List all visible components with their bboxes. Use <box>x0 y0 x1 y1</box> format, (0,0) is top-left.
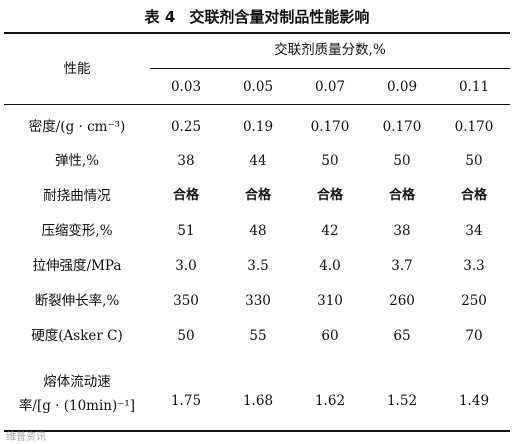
table-cell: 3.7 <box>391 258 413 274</box>
group-header: 交联剂质量分数,% <box>274 42 386 58</box>
row-label: 密度/(g · cm⁻³) <box>28 119 126 135</box>
column-header: 0.07 <box>314 79 346 95</box>
watermark: 维普资讯 <box>6 432 46 443</box>
top-rule <box>4 32 510 34</box>
table-cell: 38 <box>177 153 195 169</box>
table-cell: 51 <box>177 223 195 239</box>
table-cell: 3.5 <box>247 258 269 274</box>
table-cell: 3.0 <box>175 258 197 274</box>
table-cell: 合格 <box>388 188 415 203</box>
table-cell: 合格 <box>244 188 271 203</box>
column-header: 0.05 <box>242 79 274 95</box>
group-header-rule <box>150 68 510 69</box>
table-cell: 1.52 <box>386 393 418 409</box>
table-cell: 0.170 <box>310 119 350 135</box>
table-cell: 260 <box>389 293 415 309</box>
table-number: 表 4 <box>144 8 176 26</box>
table-cell: 合格 <box>460 188 487 203</box>
row-label-line2: 率/[g · (10min)⁻¹] <box>18 398 136 414</box>
table-cell: 50 <box>465 153 483 169</box>
table-title: 表 4 交联剂含量对制品性能影响 <box>0 6 514 27</box>
table-cell: 3.3 <box>463 258 485 274</box>
table-cell: 350 <box>173 293 199 309</box>
row-label: 弹性,% <box>54 153 100 169</box>
table-cell: 0.170 <box>454 119 494 135</box>
row-label: 断裂伸长率,% <box>34 293 120 309</box>
column-header: 0.09 <box>386 79 418 95</box>
table-cell: 0.170 <box>382 119 422 135</box>
row-label: 耐挠曲情况 <box>43 188 111 204</box>
table-cell: 50 <box>321 153 339 169</box>
table-cell: 55 <box>249 328 267 344</box>
table-cell: 1.75 <box>170 393 202 409</box>
table-cell: 44 <box>249 153 267 169</box>
table-cell: 1.49 <box>458 393 490 409</box>
table-cell: 合格 <box>172 188 199 203</box>
row-label: 硬度(Asker C) <box>31 328 123 344</box>
table-cell: 1.62 <box>314 393 346 409</box>
header-bottom-rule <box>4 104 510 105</box>
table-cell: 1.68 <box>242 393 274 409</box>
column-header: 0.11 <box>458 79 490 95</box>
row-label: 压缩变形,% <box>41 223 113 239</box>
table-cell: 60 <box>321 328 339 344</box>
table-cell: 330 <box>245 293 271 309</box>
row-label-line1: 熔体流动速 <box>43 374 111 390</box>
table-cell: 50 <box>393 153 411 169</box>
column-header: 0.03 <box>170 79 202 95</box>
table-cell: 65 <box>393 328 411 344</box>
table-cell: 0.25 <box>170 119 202 135</box>
table-cell: 合格 <box>316 188 343 203</box>
table-cell: 4.0 <box>319 258 341 274</box>
table-cell: 38 <box>393 223 411 239</box>
row-label: 拉伸强度/MPa <box>32 258 122 274</box>
table-cell: 70 <box>465 328 483 344</box>
table-cell: 310 <box>317 293 343 309</box>
property-header: 性能 <box>63 61 91 77</box>
table-cell: 250 <box>461 293 487 309</box>
table-cell: 50 <box>177 328 195 344</box>
bottom-rule <box>4 430 510 432</box>
table-cell: 42 <box>321 223 339 239</box>
table-title-text: 交联剂含量对制品性能影响 <box>189 8 370 26</box>
table-cell: 34 <box>465 223 483 239</box>
table-cell: 0.19 <box>242 119 274 135</box>
table-cell: 48 <box>249 223 267 239</box>
